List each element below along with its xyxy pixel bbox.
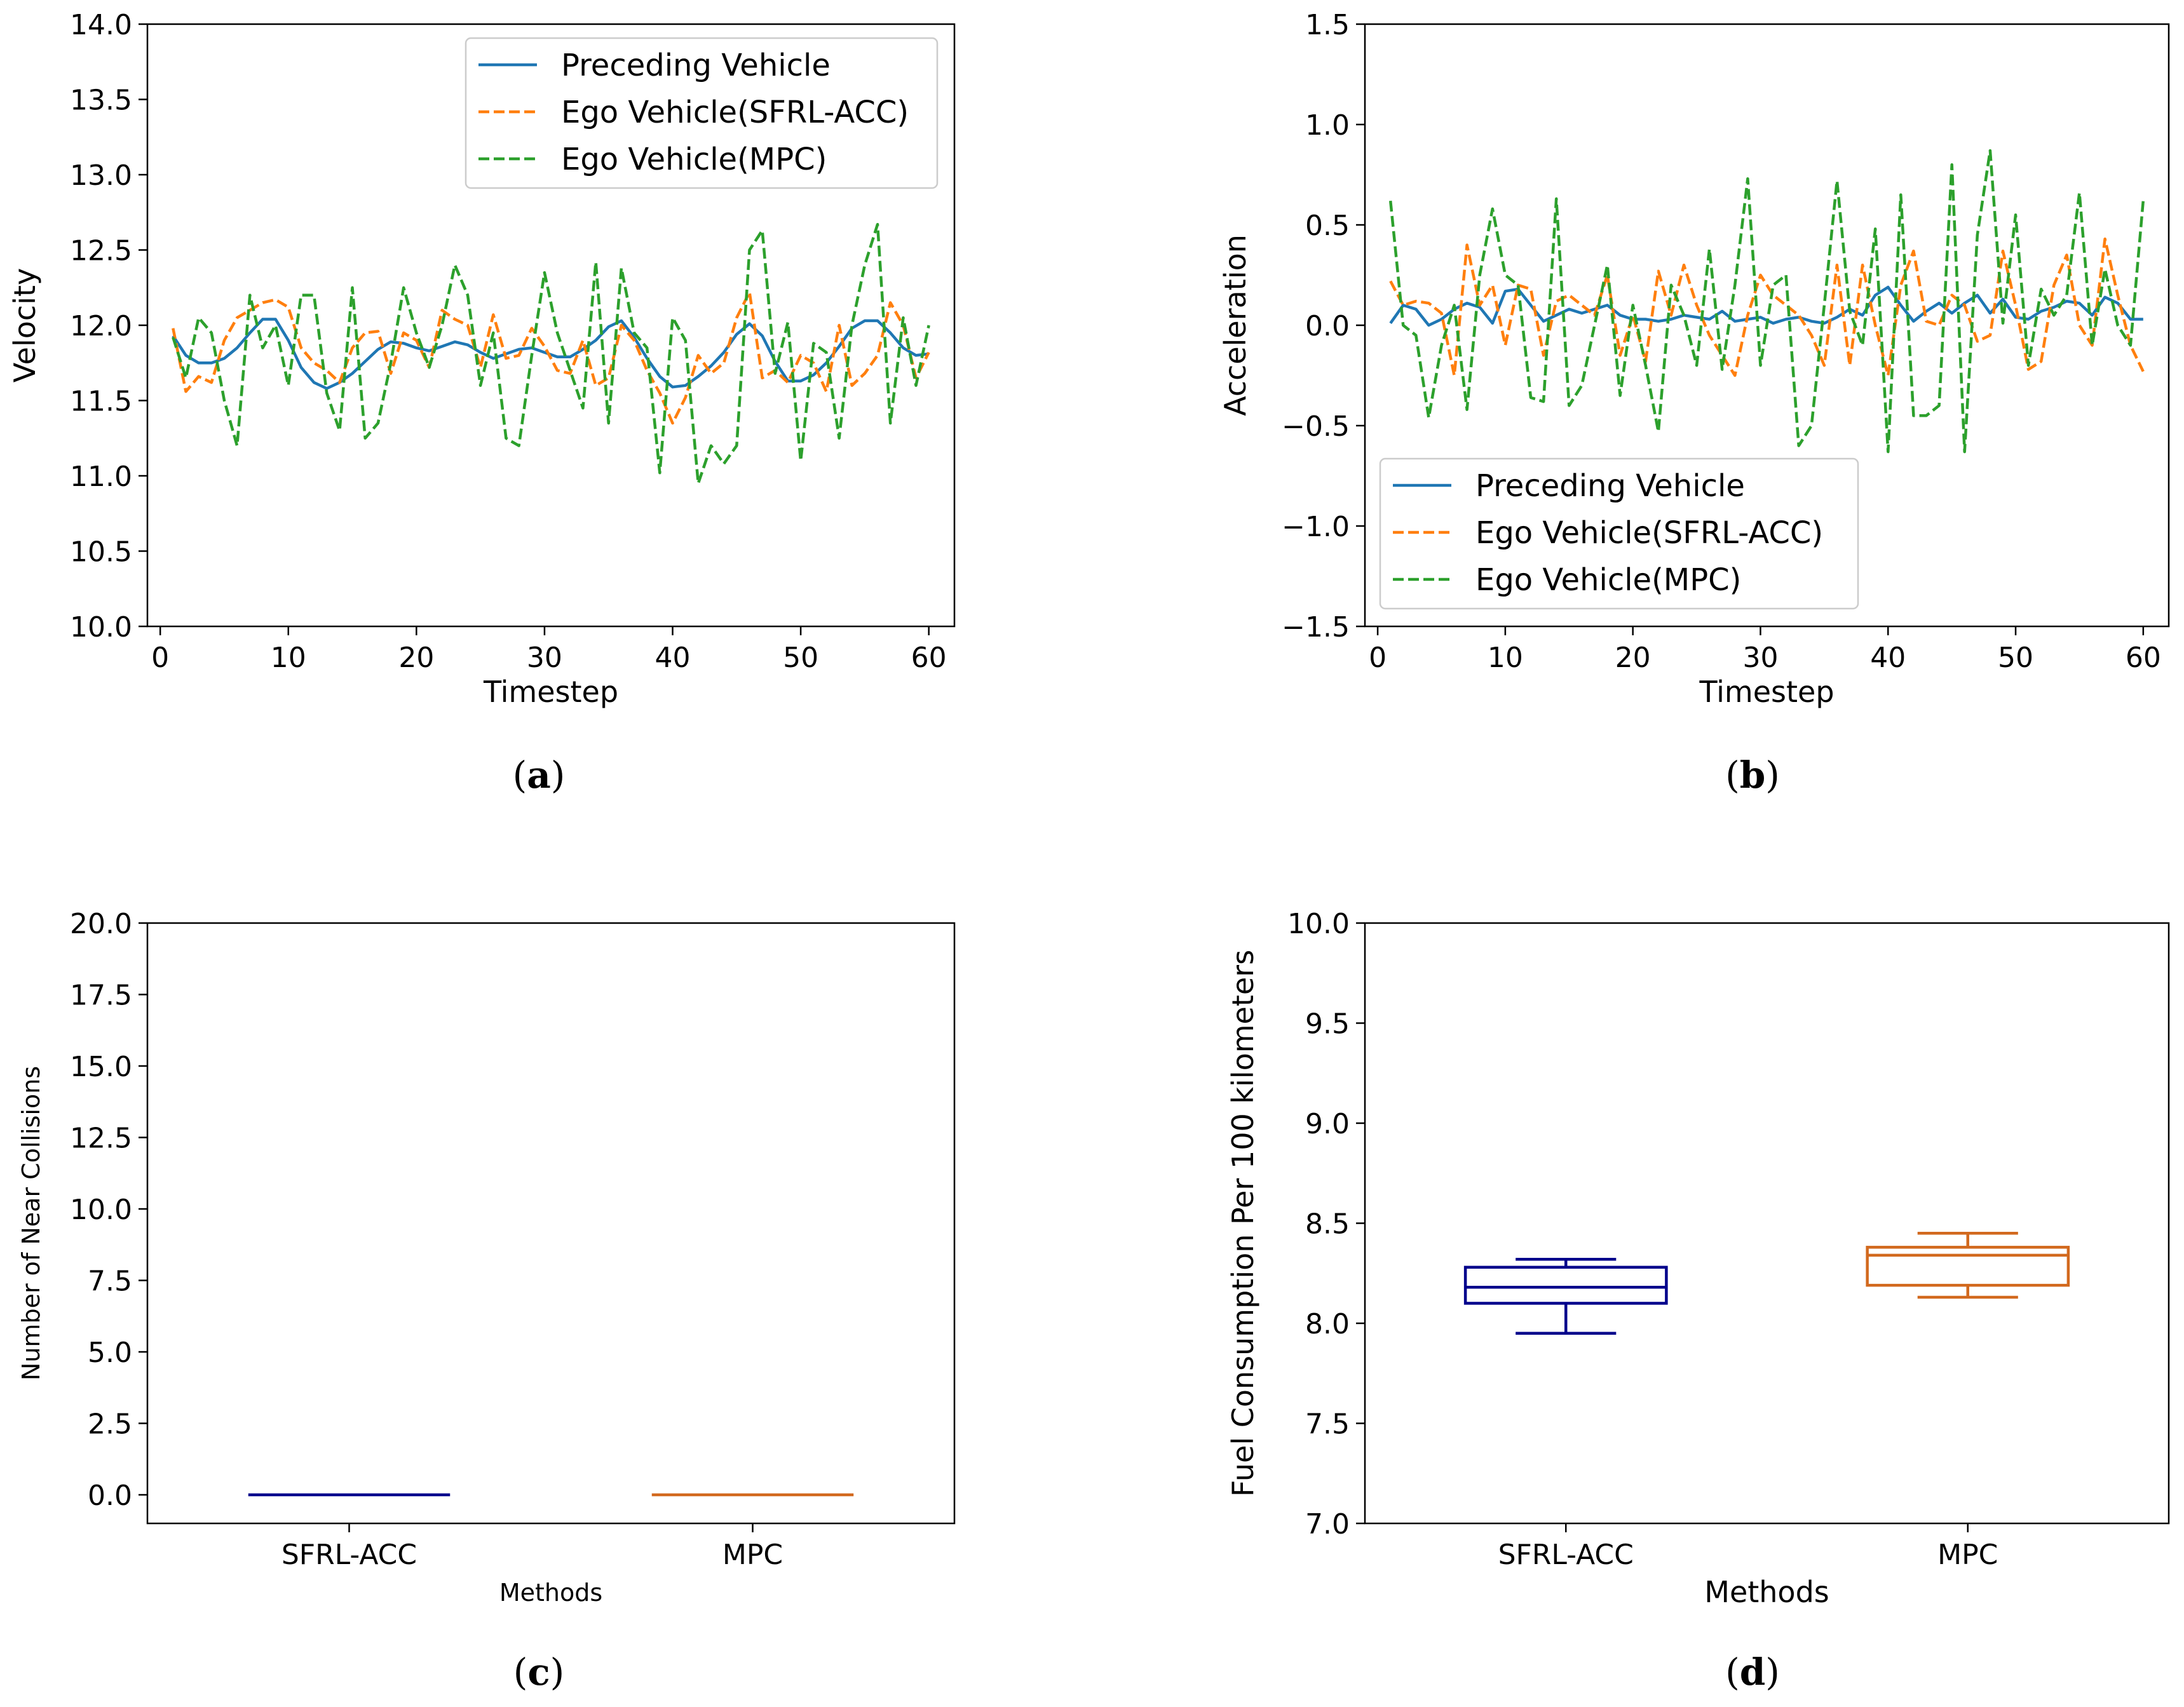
x-tick-label: 50 [1998,642,2033,674]
y-tick-label: 12.0 [70,310,132,342]
x-tick-label: 10 [1488,642,1523,674]
x-tick-label: 10 [271,642,306,674]
legend-label: Ego Vehicle(MPC) [561,142,827,177]
series-line-ego-vehicle-mpc [172,222,930,485]
x-axis-label: Timestep [483,675,618,709]
box-iqr [1866,1246,2070,1287]
panel-a-velocity-chart: 10.0 10.5 11.0 11.5 12.0 12.5 13.0 13.5 14.0 0 10 2… [8,9,956,709]
x-axis-label: Methods [499,1579,602,1607]
caption-c: (c) [513,1650,565,1694]
y-tick-label: −0.5 [1282,410,1350,443]
y-tick-label: 15.0 [70,1051,132,1083]
y-tick-label: 0.5 [1305,210,1350,242]
x-tick-label: 40 [655,642,691,674]
y-tick-label: 8.0 [1305,1308,1350,1340]
y-tick-label: 0.0 [88,1480,132,1512]
y-tick-label: 13.5 [70,84,132,117]
y-axis-label: Velocity [8,268,42,382]
y-tick-label: 10.0 [1287,908,1350,940]
y-tick-label: 14.0 [70,9,132,41]
y-tick-label: 2.5 [88,1408,132,1441]
legend-label: Ego Vehicle(MPC) [1475,562,1741,598]
x-tick-label: 30 [527,642,562,674]
x-tick-label: MPC [722,1539,783,1571]
y-tick-label: 7.5 [1305,1408,1350,1441]
axes-frame [146,922,956,1525]
axes-frame [146,23,956,628]
y-tick-label: 0.0 [1305,310,1350,342]
axes-frame [1364,23,2170,628]
y-tick-label: −1.0 [1282,511,1350,543]
x-tick-label: 20 [398,642,434,674]
legend-label: Preceding Vehicle [1475,468,1745,504]
y-tick-label: 17.5 [70,980,132,1012]
panel-d-fuel-consumption-chart: 7.0 7.5 8.0 8.5 9.0 9.5 10.0 SFRL-ACC MPC Methods… [1226,908,2170,1609]
x-tick-label: 60 [2126,642,2161,674]
x-axis-label: Methods [1704,1575,1829,1609]
y-tick-label: 9.0 [1305,1108,1350,1140]
x-tick-label: 0 [151,642,169,674]
y-tick-label: 10.5 [70,536,132,569]
y-tick-label: 20.0 [70,908,132,940]
y-axis-label: Number of Near Collisions [17,1066,45,1380]
x-tick-label: 50 [783,642,818,674]
series-line-preceding-vehicle [172,318,929,390]
y-tick-label: 10.0 [70,611,132,644]
x-tick-label: 40 [1870,642,1906,674]
y-tick-label: 1.0 [1305,109,1350,142]
y-axis-label: Acceleration [1218,234,1252,416]
y-tick-label: 11.0 [70,461,132,493]
x-tick-label: 60 [911,642,947,674]
caption-b: (b) [1725,753,1780,797]
x-tick-label: MPC [1937,1539,1998,1571]
legend-label: Preceding Vehicle [561,48,831,83]
y-tick-label: 5.0 [88,1337,132,1369]
x-tick-label: SFRL-ACC [1498,1539,1634,1571]
x-tick-label: 30 [1742,642,1778,674]
y-tick-label: 13.0 [70,159,132,192]
series-line-ego-vehicle-sfrl-acc [172,290,930,425]
y-tick-label: 7.0 [1305,1508,1350,1541]
caption-a: (a) [513,753,566,797]
series-line-ego-vehicle-mpc [1388,149,2145,454]
series-line-ego-vehicle-sfrl-acc [1389,237,2145,377]
y-tick-label: 1.5 [1305,9,1350,41]
x-axis-label: Timestep [1699,675,1834,709]
legend-box [1379,457,1859,610]
y-tick-label: −1.5 [1282,611,1350,644]
box-iqr [1463,1265,1668,1305]
y-tick-label: 11.5 [70,386,132,418]
legend-label: Ego Vehicle(SFRL-ACC) [1475,515,1823,551]
x-tick-label: 0 [1369,642,1387,674]
y-tick-label: 7.5 [88,1265,132,1298]
y-tick-label: 9.5 [1305,1008,1350,1041]
y-tick-label: 8.5 [1305,1208,1350,1241]
y-tick-label: 12.5 [70,1123,132,1155]
panel-c-near-collisions-chart: 0.0 2.5 5.0 7.5 10.0 12.5 15.0 17.5 20.0 SFRL-ACC… [17,908,956,1607]
y-axis-label: Fuel Consumption Per 100 kilometers [1226,950,1260,1497]
legend-label: Ego Vehicle(SFRL-ACC) [561,95,909,130]
panel-b-acceleration-chart: −1.5 −1.0 −0.5 0.0 0.5 1.0 1.5 0 10 20 30 40 50 60 Tim… [1218,9,2170,709]
y-tick-label: 12.5 [70,235,132,267]
legend-box [465,37,939,189]
y-tick-label: 10.0 [70,1194,132,1226]
axes-frame [1364,922,2170,1525]
caption-d: (d) [1725,1650,1780,1694]
x-tick-label: SFRL-ACC [281,1539,417,1571]
x-tick-label: 20 [1615,642,1651,674]
